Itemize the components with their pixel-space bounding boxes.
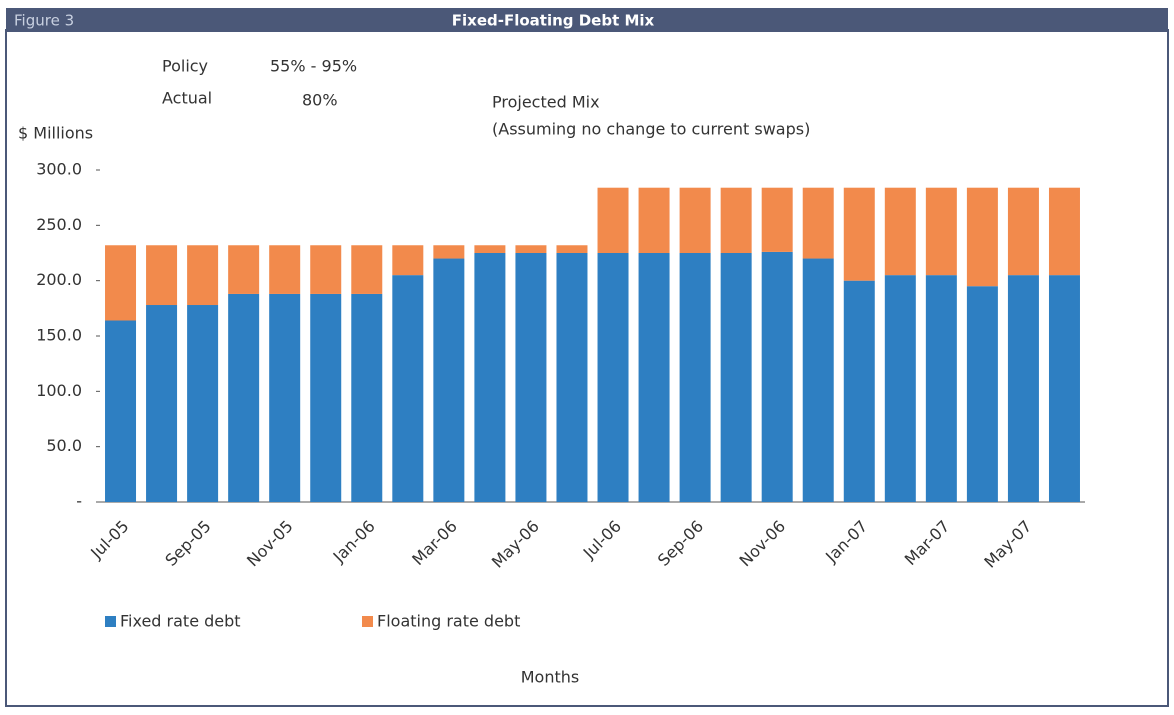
bar-segment: [187, 245, 219, 306]
annotation: Projected Mix: [492, 93, 600, 112]
bar-segment: [310, 293, 342, 502]
annotation: 80%: [302, 91, 338, 110]
bar-segment: [802, 187, 834, 259]
bar-segment: [146, 305, 178, 502]
bar-segment: [925, 275, 957, 502]
bar-segment: [597, 253, 629, 502]
bar-segment: [1048, 187, 1080, 276]
bar-segment: [761, 251, 793, 502]
bar-segment: [474, 253, 506, 502]
bar-segment: [843, 280, 875, 502]
bar-segment: [925, 187, 957, 276]
bar-segment: [310, 245, 342, 294]
bar-segment: [187, 305, 219, 502]
bar-segment: [351, 293, 383, 502]
bar-segment: [597, 187, 629, 253]
y-axis-label: $ Millions: [18, 124, 93, 143]
bar-segment: [720, 253, 752, 502]
annotation: Policy: [162, 57, 208, 76]
legend-swatch: [362, 616, 373, 627]
bar-segment: [269, 293, 301, 502]
bar-segment: [228, 293, 260, 502]
bar-segment: [392, 245, 424, 276]
bar-segment: [146, 245, 178, 306]
bar-segment: [802, 258, 834, 502]
y-tick-label: 300.0: [36, 160, 82, 179]
bar-segment: [105, 320, 137, 502]
bar-segment: [105, 245, 137, 321]
bar-segment: [1007, 187, 1039, 276]
bar-segment: [761, 187, 793, 252]
y-tick-label: 250.0: [36, 215, 82, 234]
bar-segment: [720, 187, 752, 253]
figure-label: Figure 3: [14, 12, 74, 30]
x-axis-label: Months: [521, 668, 579, 687]
bar-segment: [433, 245, 465, 259]
legend-swatch: [105, 616, 116, 627]
y-tick-label: -: [76, 492, 82, 511]
bar-segment: [638, 253, 670, 502]
y-tick-label: 150.0: [36, 326, 82, 345]
header-bar: [6, 8, 1168, 32]
bar-segment: [556, 253, 588, 502]
bar-segment: [966, 286, 998, 502]
bar-segment: [679, 253, 711, 502]
bar-segment: [515, 245, 547, 253]
bar-segment: [884, 187, 916, 276]
bar-segment: [269, 245, 301, 294]
bar-segment: [884, 275, 916, 502]
bar-segment: [638, 187, 670, 253]
bar-segment: [1007, 275, 1039, 502]
annotation: (Assuming no change to current swaps): [492, 120, 810, 139]
bar-segment: [433, 258, 465, 502]
bar-segment: [474, 245, 506, 253]
bar-segment: [392, 275, 424, 502]
bar-segment: [1048, 275, 1080, 502]
legend-label: Floating rate debt: [377, 612, 520, 631]
bar-segment: [515, 253, 547, 502]
y-tick-label: 200.0: [36, 270, 82, 289]
legend-label: Fixed rate debt: [120, 612, 241, 631]
chart-title: Fixed-Floating Debt Mix: [452, 12, 655, 30]
bar-segment: [843, 187, 875, 281]
annotation: 55% - 95%: [270, 57, 357, 76]
bar-segment: [679, 187, 711, 253]
y-tick-label: 50.0: [46, 436, 82, 455]
bar-segment: [351, 245, 383, 294]
bar-segment: [966, 187, 998, 287]
bar-segment: [556, 245, 588, 253]
annotation: Actual: [162, 89, 212, 108]
y-tick-label: 100.0: [36, 381, 82, 400]
bar-segment: [228, 245, 260, 294]
